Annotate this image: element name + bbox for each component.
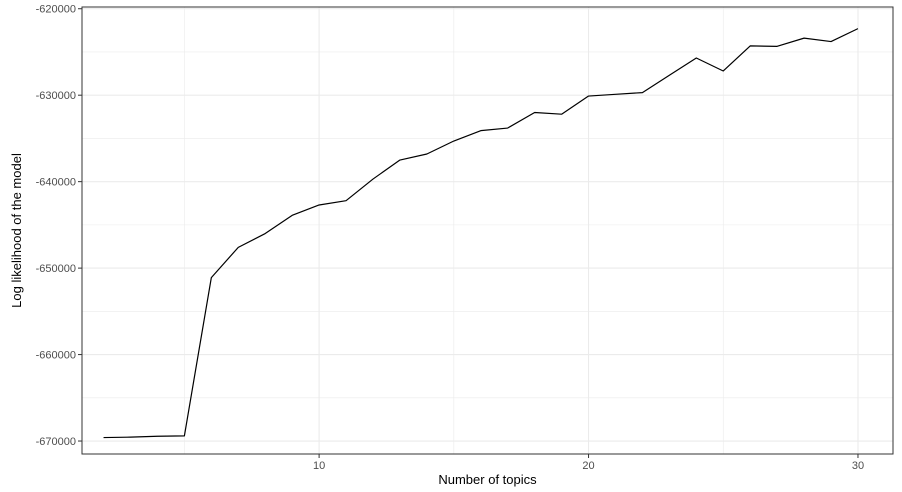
x-tick-label: 10 (313, 460, 325, 472)
x-tick-label: 30 (852, 460, 864, 472)
series-line-0 (103, 28, 859, 439)
y-tick-label: -640000 (36, 177, 76, 189)
series-layer (103, 28, 859, 439)
panel-border (81, 6, 894, 455)
x-axis-title: Number of topics (438, 472, 537, 487)
x-tick-label: 20 (582, 460, 594, 472)
y-axis: -670000 -660000 -650000 -640000 -630000 -6200… (36, 4, 82, 448)
x-axis: 10 20 30 (313, 454, 864, 472)
major-gridlines (82, 7, 893, 454)
y-axis-title: Log likelihood of the model (9, 153, 24, 308)
y-tick-label: -620000 (36, 4, 76, 16)
y-tick-label: -650000 (36, 263, 76, 275)
minor-gridlines (82, 7, 893, 454)
y-tick-label: -630000 (36, 90, 76, 102)
y-tick-label: -660000 (36, 350, 76, 362)
y-tick-label: -670000 (36, 436, 76, 448)
